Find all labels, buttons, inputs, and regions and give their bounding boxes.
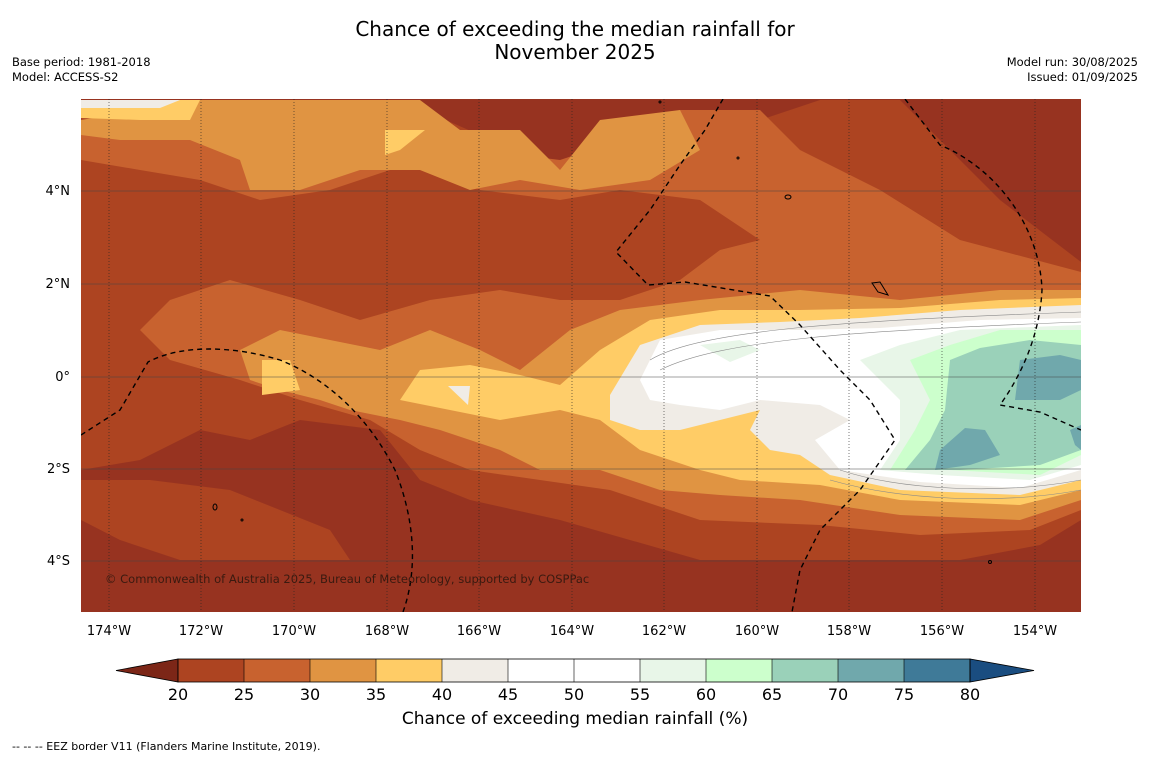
colorbar-extend-high [969, 658, 1035, 683]
model-name: Model: ACCESS-S2 [12, 70, 119, 84]
colorbar-ticks: 20 25 30 35 40 45 50 55 60 65 70 75 80 [168, 685, 980, 704]
colorbar-segment [574, 659, 640, 682]
lat-label: 2°S [47, 462, 70, 477]
colorbar-segment [244, 659, 310, 682]
islands [212, 100, 992, 564]
colorbar-segment [442, 659, 508, 682]
colorbar-tick-label: 60 [696, 685, 716, 704]
lon-label: 158°W [827, 624, 871, 639]
colorbar-tick-label: 80 [960, 685, 980, 704]
model-run: Model run: 30/08/2025 [1006, 55, 1138, 69]
colorbar-tick-label: 25 [234, 685, 254, 704]
meta-right: Model run: 30/08/2025 Issued: 01/09/2025 [1007, 55, 1138, 85]
colorbar-segment [640, 659, 706, 682]
lon-label: 154°W [1013, 624, 1057, 639]
lat-axis: 4°N 2°N 0° 2°S 4°S [46, 184, 71, 569]
lon-axis: 174°W 172°W 170°W 168°W 166°W 164°W 162°… [87, 624, 1057, 639]
lat-label: 0° [55, 370, 70, 385]
lat-label: 4°N [46, 184, 71, 199]
lon-label: 174°W [87, 624, 131, 639]
colorbar-extend-low [115, 658, 179, 683]
colorbar-segment [772, 659, 838, 682]
colorbar-tick-label: 20 [168, 685, 188, 704]
map-field: © Commonwealth of Australia 2025, Bureau… [81, 99, 1081, 612]
colorbar-tick-label: 65 [762, 685, 782, 704]
lon-label: 168°W [365, 624, 409, 639]
lon-label: 172°W [179, 624, 223, 639]
colorbar-tick-label: 30 [300, 685, 320, 704]
colorbar-tick-label: 35 [366, 685, 386, 704]
issued-date: Issued: 01/09/2025 [1027, 70, 1138, 84]
colorbar-tick-label: 45 [498, 685, 518, 704]
base-period: Base period: 1981-2018 [12, 55, 151, 69]
contour-lines [649, 311, 1081, 500]
colorbar-segment [904, 659, 970, 682]
colorbar-segment [706, 659, 772, 682]
lat-label: 2°N [46, 277, 71, 292]
lon-label: 156°W [920, 624, 964, 639]
lon-label: 170°W [272, 624, 316, 639]
eez-borders [81, 99, 1081, 612]
colorbar-tick-label: 75 [894, 685, 914, 704]
eez-footnote: -- -- -- EEZ border V11 (Flanders Marine… [12, 740, 321, 753]
copyright-text: © Commonwealth of Australia 2025, Bureau… [105, 572, 589, 586]
title-line-1: Chance of exceeding the median rainfall … [355, 17, 795, 41]
graticule [81, 190, 1081, 562]
band-70-75 [935, 355, 1081, 470]
colorbar-label: Chance of exceeding median rainfall (%) [401, 709, 749, 729]
colorbar-tick-label: 50 [564, 685, 584, 704]
colorbar [115, 658, 1035, 683]
colorbar-tick-label: 70 [828, 685, 848, 704]
title-line-2: November 2025 [494, 40, 656, 64]
lon-label: 162°W [642, 624, 686, 639]
lon-label: 166°W [457, 624, 501, 639]
lon-label: 164°W [550, 624, 594, 639]
lat-label: 4°S [47, 554, 70, 569]
colorbar-segment [178, 659, 244, 682]
lon-label: 160°W [735, 624, 779, 639]
colorbar-tick-label: 55 [630, 685, 650, 704]
colorbar-tick-label: 40 [432, 685, 452, 704]
meta-left: Base period: 1981-2018 Model: ACCESS-S2 [12, 55, 151, 85]
colorbar-segment [310, 659, 376, 682]
colorbar-segment [838, 659, 904, 682]
colorbar-segment [508, 659, 574, 682]
map-title: Chance of exceeding the median rainfall … [0, 18, 1150, 64]
colorbar-segment [376, 659, 442, 682]
